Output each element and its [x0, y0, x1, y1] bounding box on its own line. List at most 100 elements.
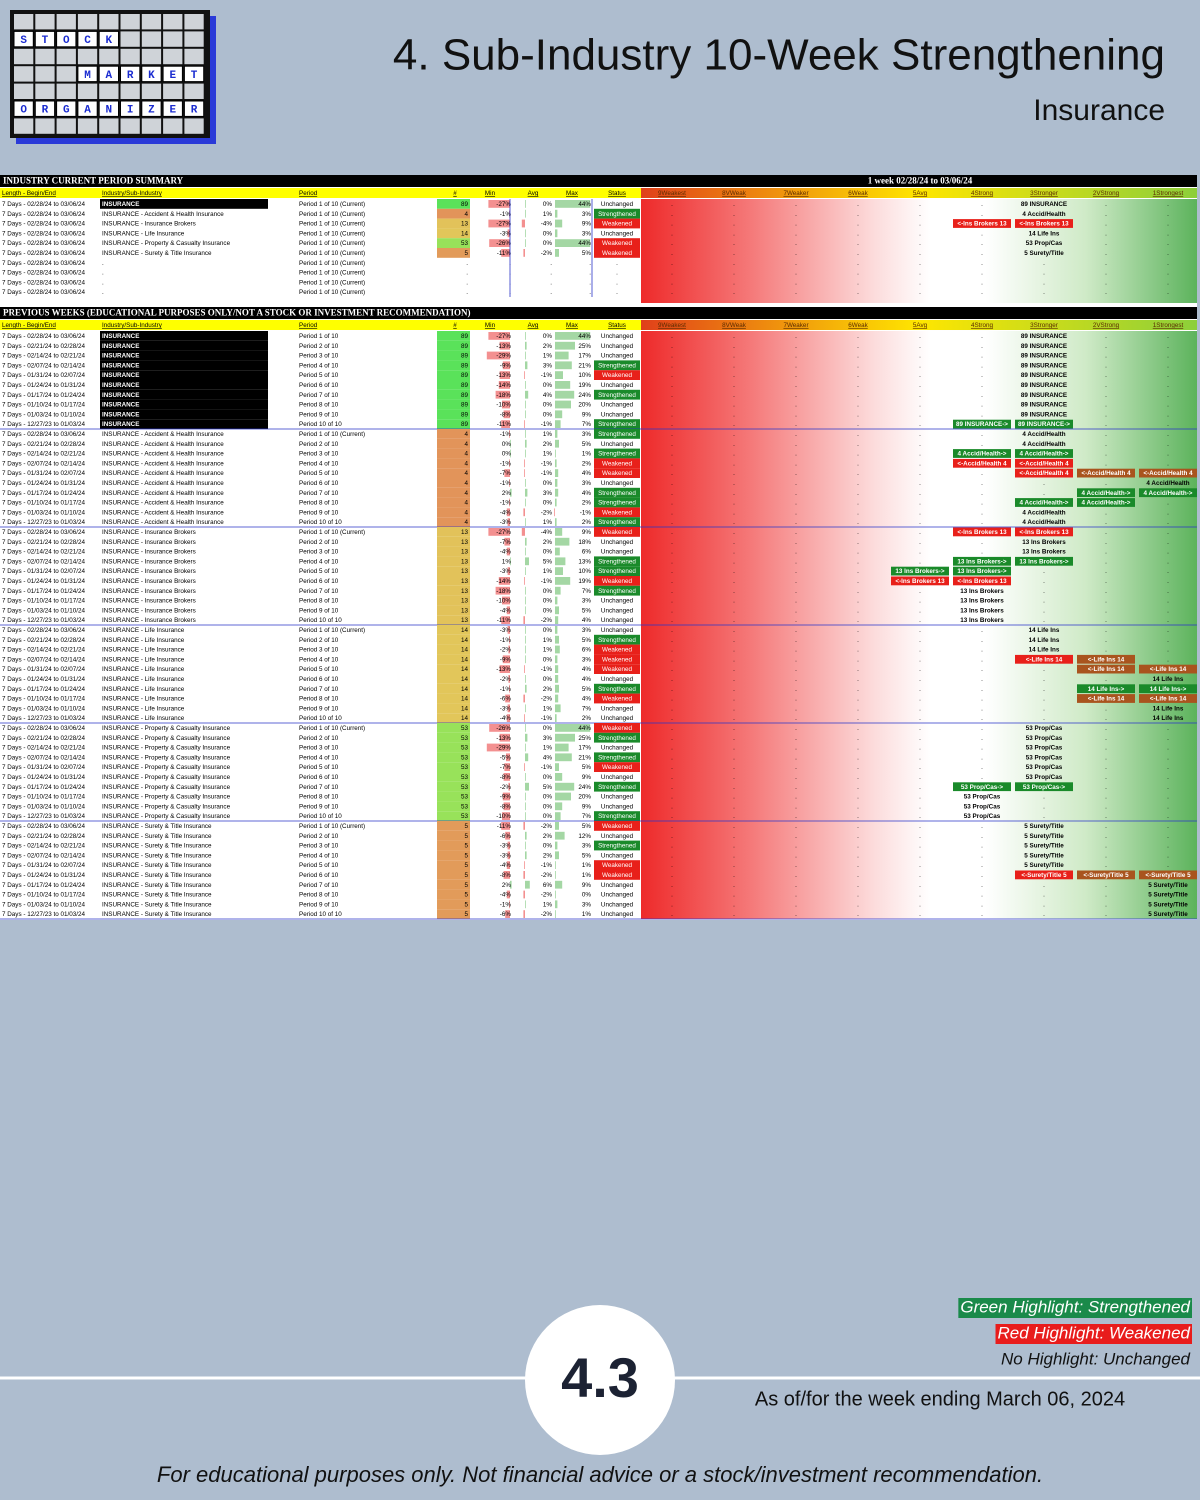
cell: 0%	[502, 451, 512, 458]
cell: .	[733, 637, 735, 644]
data-bar	[525, 812, 526, 820]
cell: .	[466, 270, 468, 277]
cell: 7 Days - 01/17/24 to 01/24/24	[2, 490, 85, 497]
cell: .	[919, 270, 921, 277]
data-bar	[525, 773, 526, 781]
cell: .	[795, 901, 797, 908]
count-cell	[437, 478, 470, 488]
cell: 7 Days - 02/07/24 to 02/14/24	[2, 754, 85, 761]
cell: Unchanged	[601, 539, 634, 546]
count-cell	[437, 497, 470, 508]
cell: Period 1 of 10 (Current)	[299, 250, 365, 257]
cell: .	[919, 372, 921, 379]
data-bar	[510, 439, 511, 448]
cell: 0%	[543, 803, 553, 810]
cell: INSURANCE - Life Insurance	[102, 647, 185, 654]
count-cell	[437, 634, 470, 645]
cell: .	[919, 627, 921, 634]
cell: <-Life Ins 14	[1150, 666, 1187, 673]
cell: 5 Surety/Title	[1024, 823, 1064, 830]
cell: .	[671, 250, 673, 257]
cell: Unchanged	[601, 794, 634, 801]
cell: .	[795, 774, 797, 781]
cell: Weakened	[602, 725, 632, 732]
cell: Period 4 of 10	[299, 656, 339, 663]
cell: .	[919, 362, 921, 369]
cell: INSURANCE - Life Insurance	[102, 696, 185, 703]
cell: .	[981, 725, 983, 732]
data-bar	[524, 577, 525, 585]
cell: INSURANCE - Property & Casualty Insuranc…	[102, 745, 231, 752]
cell: .	[733, 892, 735, 899]
cell: INSURANCE - Property & Casualty Insuranc…	[102, 240, 231, 247]
cell: -6%	[500, 696, 512, 703]
cell: .	[1043, 617, 1045, 624]
cell: .	[919, 735, 921, 742]
status-highlight	[594, 654, 640, 665]
logo-cell	[77, 48, 98, 65]
cell: .	[919, 852, 921, 859]
count-cell	[437, 585, 470, 596]
count-cell	[437, 821, 470, 831]
cell: 44%	[578, 201, 591, 208]
cell: .	[795, 279, 797, 286]
cell: 89 INSURANCE	[1021, 343, 1067, 350]
cell: 1%	[502, 558, 512, 565]
cell: .	[795, 784, 797, 791]
cell: .	[671, 382, 673, 389]
cell: .	[671, 279, 673, 286]
industry-highlight	[100, 370, 268, 380]
logo-cell	[163, 83, 183, 99]
strength-background	[641, 199, 1197, 303]
cell: 5	[464, 862, 468, 869]
status-highlight	[594, 634, 640, 645]
cell: 0%	[543, 333, 553, 340]
data-bar	[510, 488, 512, 497]
cell: 5%	[582, 686, 592, 693]
data-bar	[510, 557, 511, 566]
cell: -1%	[541, 421, 553, 428]
cell: .	[550, 260, 552, 267]
cell: .	[733, 568, 735, 575]
cell: .	[795, 794, 797, 801]
strength-highlight	[1015, 527, 1073, 537]
legend-entry: Green Highlight: Strengthened	[960, 1297, 1190, 1316]
data-bar	[488, 528, 510, 536]
cell: 1%	[582, 862, 592, 869]
cell: Period 2 of 10	[299, 343, 339, 350]
logo-cell	[184, 14, 204, 30]
cell: -26%	[496, 240, 511, 247]
cell: -3%	[500, 705, 512, 712]
cell: .	[795, 843, 797, 850]
count-cell	[437, 615, 470, 625]
cell: 14	[461, 705, 469, 712]
cell: 5 Surety/Title	[1148, 911, 1188, 918]
cell: INSURANCE - Surety & Title Insurance	[102, 823, 212, 830]
cell: .	[795, 823, 797, 830]
strength-highlight	[1015, 458, 1073, 468]
industry-highlight	[100, 360, 268, 371]
cell: -4%	[541, 529, 553, 536]
cell: 7 Days - 01/24/24 to 01/31/24	[2, 872, 85, 879]
cell: .	[795, 764, 797, 771]
cell: 7 Days - 02/14/24 to 02/21/24	[2, 745, 85, 752]
cell: Period 8 of 10	[299, 892, 339, 899]
cell: .	[1167, 500, 1169, 507]
data-bar	[525, 626, 526, 634]
cell: 5 Surety/Title	[1024, 833, 1064, 840]
cell: 13	[461, 588, 469, 595]
data-bar	[504, 537, 510, 546]
cell: 4 Accid/Health->	[958, 451, 1007, 458]
cell: .	[857, 745, 859, 752]
cell: 4	[464, 480, 468, 487]
cell: .	[981, 509, 983, 516]
cell: .	[857, 441, 859, 448]
column-header: 1Strongest	[1153, 190, 1184, 197]
data-bar	[555, 616, 559, 624]
cell: -1%	[500, 460, 512, 467]
cell: .	[857, 382, 859, 389]
cell: Period 1 of 10	[299, 333, 339, 340]
cell: .	[733, 480, 735, 487]
cell: 53 Prop/Cas	[1026, 745, 1063, 752]
cell: .	[981, 833, 983, 840]
